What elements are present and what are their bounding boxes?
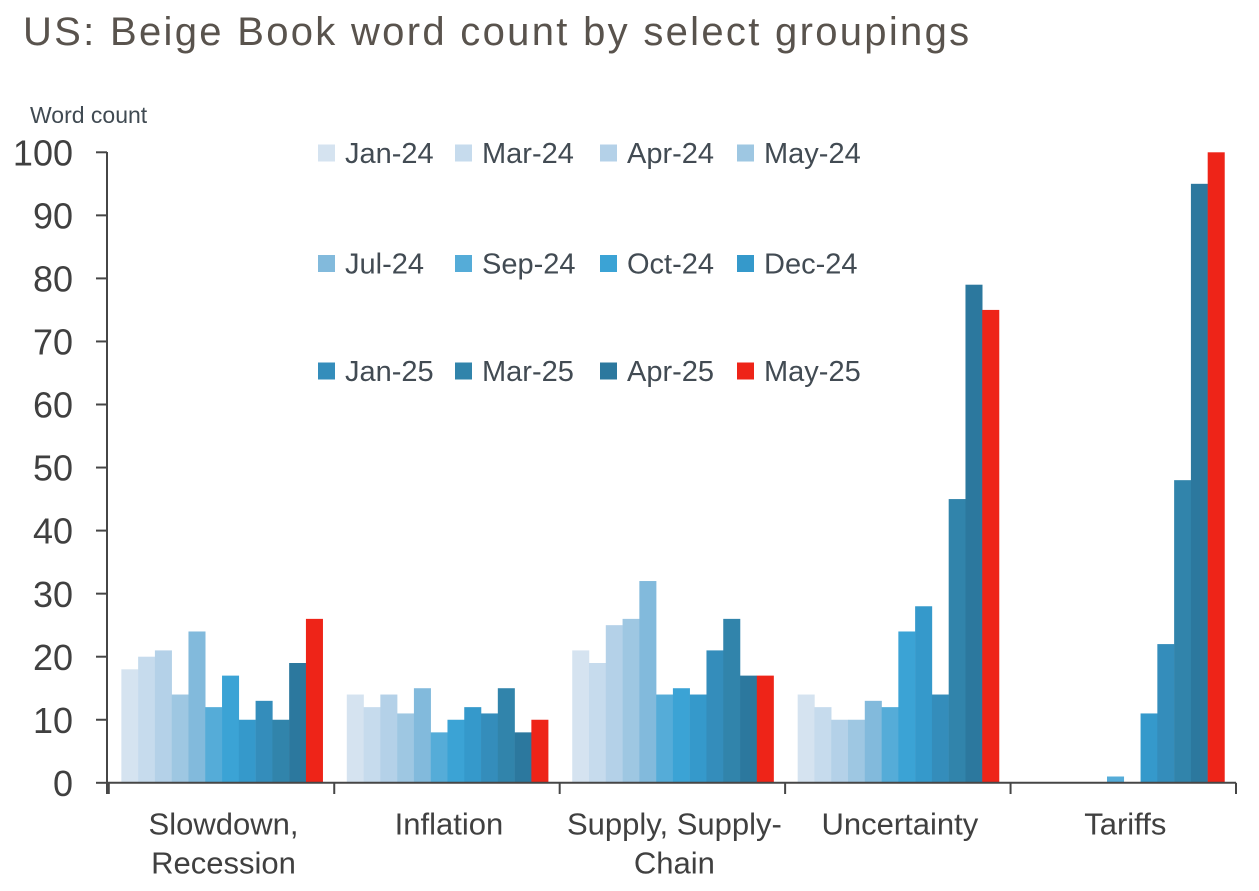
svg-text:May-24: May-24 — [764, 138, 861, 170]
svg-text:Slowdown,: Slowdown, — [149, 807, 299, 842]
svg-text:Jul-24: Jul-24 — [345, 249, 424, 281]
svg-text:20: 20 — [33, 637, 73, 678]
svg-text:US: Beige Book word count by s: US: Beige Book word count by select grou… — [23, 10, 971, 54]
svg-text:Apr-24: Apr-24 — [627, 138, 714, 170]
svg-text:90: 90 — [33, 195, 73, 236]
svg-text:May-25: May-25 — [764, 356, 861, 388]
svg-text:40: 40 — [33, 511, 73, 552]
svg-text:Jan-24: Jan-24 — [345, 138, 434, 170]
svg-text:Inflation: Inflation — [395, 807, 504, 842]
svg-text:Sep-24: Sep-24 — [482, 249, 576, 281]
svg-text:Word count: Word count — [30, 102, 148, 128]
svg-text:Recession: Recession — [151, 846, 296, 881]
svg-text:Mar-24: Mar-24 — [482, 138, 574, 170]
svg-text:Tariffs: Tariffs — [1084, 807, 1166, 842]
svg-text:100: 100 — [13, 132, 73, 173]
svg-text:Apr-25: Apr-25 — [627, 356, 714, 388]
svg-text:10: 10 — [33, 700, 73, 741]
svg-text:0: 0 — [53, 763, 73, 804]
svg-text:Dec-24: Dec-24 — [764, 249, 858, 281]
svg-text:80: 80 — [33, 259, 73, 300]
svg-text:Jan-25: Jan-25 — [345, 356, 434, 388]
svg-text:Oct-24: Oct-24 — [627, 249, 714, 281]
svg-text:50: 50 — [33, 448, 73, 489]
svg-text:60: 60 — [33, 385, 73, 426]
svg-text:Supply, Supply-: Supply, Supply- — [567, 807, 782, 842]
svg-text:30: 30 — [33, 574, 73, 615]
svg-text:Chain: Chain — [634, 846, 715, 881]
svg-text:Uncertainty: Uncertainty — [821, 807, 978, 842]
svg-text:Mar-25: Mar-25 — [482, 356, 574, 388]
svg-text:70: 70 — [33, 322, 73, 363]
